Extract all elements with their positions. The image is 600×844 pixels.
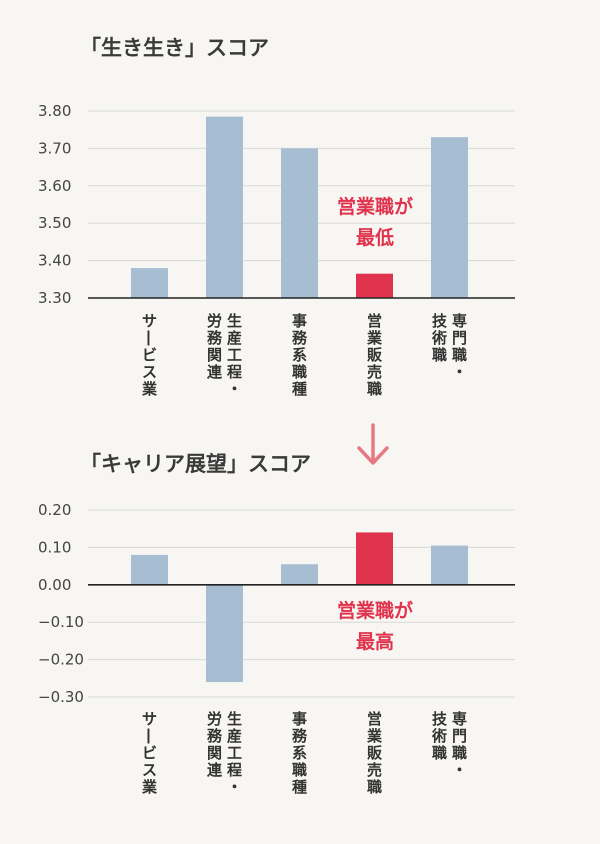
- y-tick-label: 0.00: [38, 576, 71, 594]
- bar-3: [281, 564, 318, 585]
- chart-2-title: 「キャリア展望」スコア: [80, 452, 311, 476]
- y-tick-label: −0.20: [38, 651, 84, 669]
- category-label-char: 術: [431, 727, 447, 745]
- category-label-char: 務: [207, 727, 223, 745]
- bar-5: [431, 545, 468, 585]
- y-tick-label: 3.50: [38, 214, 71, 232]
- chart-2-annotation-line-1: 営業職が: [337, 599, 413, 622]
- category-label-char: 業: [141, 380, 158, 398]
- y-tick-label: 3.60: [38, 177, 71, 195]
- category-label-char: ・: [452, 761, 467, 779]
- category-label-char: 売: [367, 761, 382, 779]
- category-label-char: 産: [227, 727, 242, 745]
- y-tick-label: 3.80: [38, 102, 71, 120]
- category-label-char: 種: [292, 778, 307, 796]
- category-label-char: 術: [431, 329, 447, 347]
- category-label-char: 専: [452, 312, 467, 330]
- category-label-char: 務: [207, 329, 223, 347]
- y-tick-label: 3.30: [38, 289, 71, 307]
- category-label-char: 職: [452, 744, 467, 762]
- y-tick-label: 3.40: [38, 252, 71, 270]
- category-label-char: 工: [227, 744, 242, 762]
- category-label-char: 業: [141, 778, 158, 796]
- chart-ikiiki: 「生き生き」スコア 3.303.403.503.603.703.80 サ―ビス業…: [38, 36, 515, 398]
- category-label-char: 職: [367, 778, 382, 796]
- category-label-char: 連: [207, 363, 223, 381]
- category-label-char: ―: [141, 331, 159, 346]
- category-label-char: 業: [366, 329, 383, 347]
- bar-1: [131, 268, 168, 298]
- category-label-char: 技: [432, 312, 448, 330]
- chart-career: 「キャリア展望」スコア 0.200.100.00−0.10−0.20−0.30 …: [38, 452, 515, 796]
- bar-5: [431, 137, 468, 298]
- category-label-char: 産: [227, 329, 242, 347]
- category-label-char: 営: [367, 710, 382, 728]
- category-label-char: 労: [207, 312, 222, 330]
- category-label-char: 系: [292, 744, 307, 762]
- category-label-char: 門: [452, 329, 467, 347]
- category-label-char: 職: [292, 363, 307, 381]
- bar-4: [356, 532, 393, 585]
- chart-1-annotation-line-1: 営業職が: [337, 195, 413, 218]
- chart-1-title: 「生き生き」スコア: [80, 36, 269, 60]
- down-arrow-icon: [357, 423, 389, 465]
- category-label-char: ―: [141, 729, 159, 744]
- category-label-char: 程: [227, 761, 242, 779]
- category-label-char: 販: [367, 346, 383, 364]
- bar-3: [281, 148, 318, 298]
- category-label-char: 務: [292, 329, 308, 347]
- category-label-char: 専: [452, 710, 467, 728]
- y-tick-label: −0.30: [38, 688, 84, 706]
- category-label-char: 門: [452, 727, 467, 745]
- chart-1-annotation-line-2: 最低: [356, 226, 394, 249]
- category-label-char: サ: [142, 710, 157, 728]
- category-label-char: 職: [367, 380, 382, 398]
- bar-2: [206, 116, 243, 298]
- category-label-char: 生: [227, 312, 242, 330]
- category-label-char: 関: [207, 744, 222, 762]
- category-label-char: 労: [207, 710, 222, 728]
- category-label-char: ビ: [142, 744, 157, 762]
- category-label-char: 関: [207, 346, 222, 364]
- category-label-char: 職: [292, 761, 307, 779]
- category-label-char: ス: [142, 761, 157, 779]
- category-label-char: 連: [207, 761, 223, 779]
- y-tick-label: 0.20: [38, 501, 71, 519]
- y-tick-label: −0.10: [38, 613, 84, 631]
- category-label-char: ・: [452, 363, 467, 381]
- category-label-char: 職: [432, 744, 447, 762]
- category-label-char: サ: [142, 312, 157, 330]
- category-label-char: ・: [227, 778, 242, 796]
- category-label-char: 技: [432, 710, 448, 728]
- category-label-char: 系: [292, 346, 307, 364]
- bar-1: [131, 554, 168, 585]
- category-label-char: 職: [432, 346, 447, 364]
- category-label-char: 業: [366, 727, 383, 745]
- category-label-char: 販: [367, 744, 383, 762]
- y-tick-label: 3.70: [38, 139, 71, 157]
- bar-2: [206, 584, 243, 683]
- category-label-char: ビ: [142, 346, 157, 364]
- category-label-char: 生: [227, 710, 242, 728]
- category-label-char: 工: [227, 346, 242, 364]
- category-label-char: 事: [292, 312, 307, 330]
- chart-2-annotation-line-2: 最高: [356, 630, 394, 653]
- category-label-char: 事: [292, 710, 307, 728]
- category-label-char: ・: [227, 380, 242, 398]
- category-label-char: 種: [292, 380, 307, 398]
- category-label-char: 営: [367, 312, 382, 330]
- category-label-char: 売: [367, 363, 382, 381]
- category-label-char: 程: [227, 363, 242, 381]
- y-tick-label: 0.10: [38, 538, 71, 556]
- category-label-char: 職: [452, 346, 467, 364]
- bar-4: [356, 273, 393, 298]
- category-label-char: ス: [142, 363, 157, 381]
- category-label-char: 務: [292, 727, 308, 745]
